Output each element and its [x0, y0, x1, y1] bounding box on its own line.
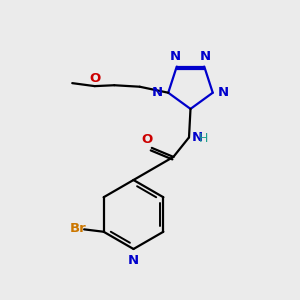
- Text: O: O: [90, 72, 101, 85]
- Text: H: H: [199, 131, 208, 145]
- Text: Br: Br: [70, 222, 86, 235]
- Text: N: N: [128, 254, 139, 267]
- Text: N: N: [200, 50, 211, 63]
- Text: O: O: [142, 134, 153, 146]
- Text: N: N: [152, 86, 163, 99]
- Text: N: N: [192, 131, 203, 144]
- Text: N: N: [170, 50, 181, 63]
- Text: N: N: [218, 86, 229, 99]
